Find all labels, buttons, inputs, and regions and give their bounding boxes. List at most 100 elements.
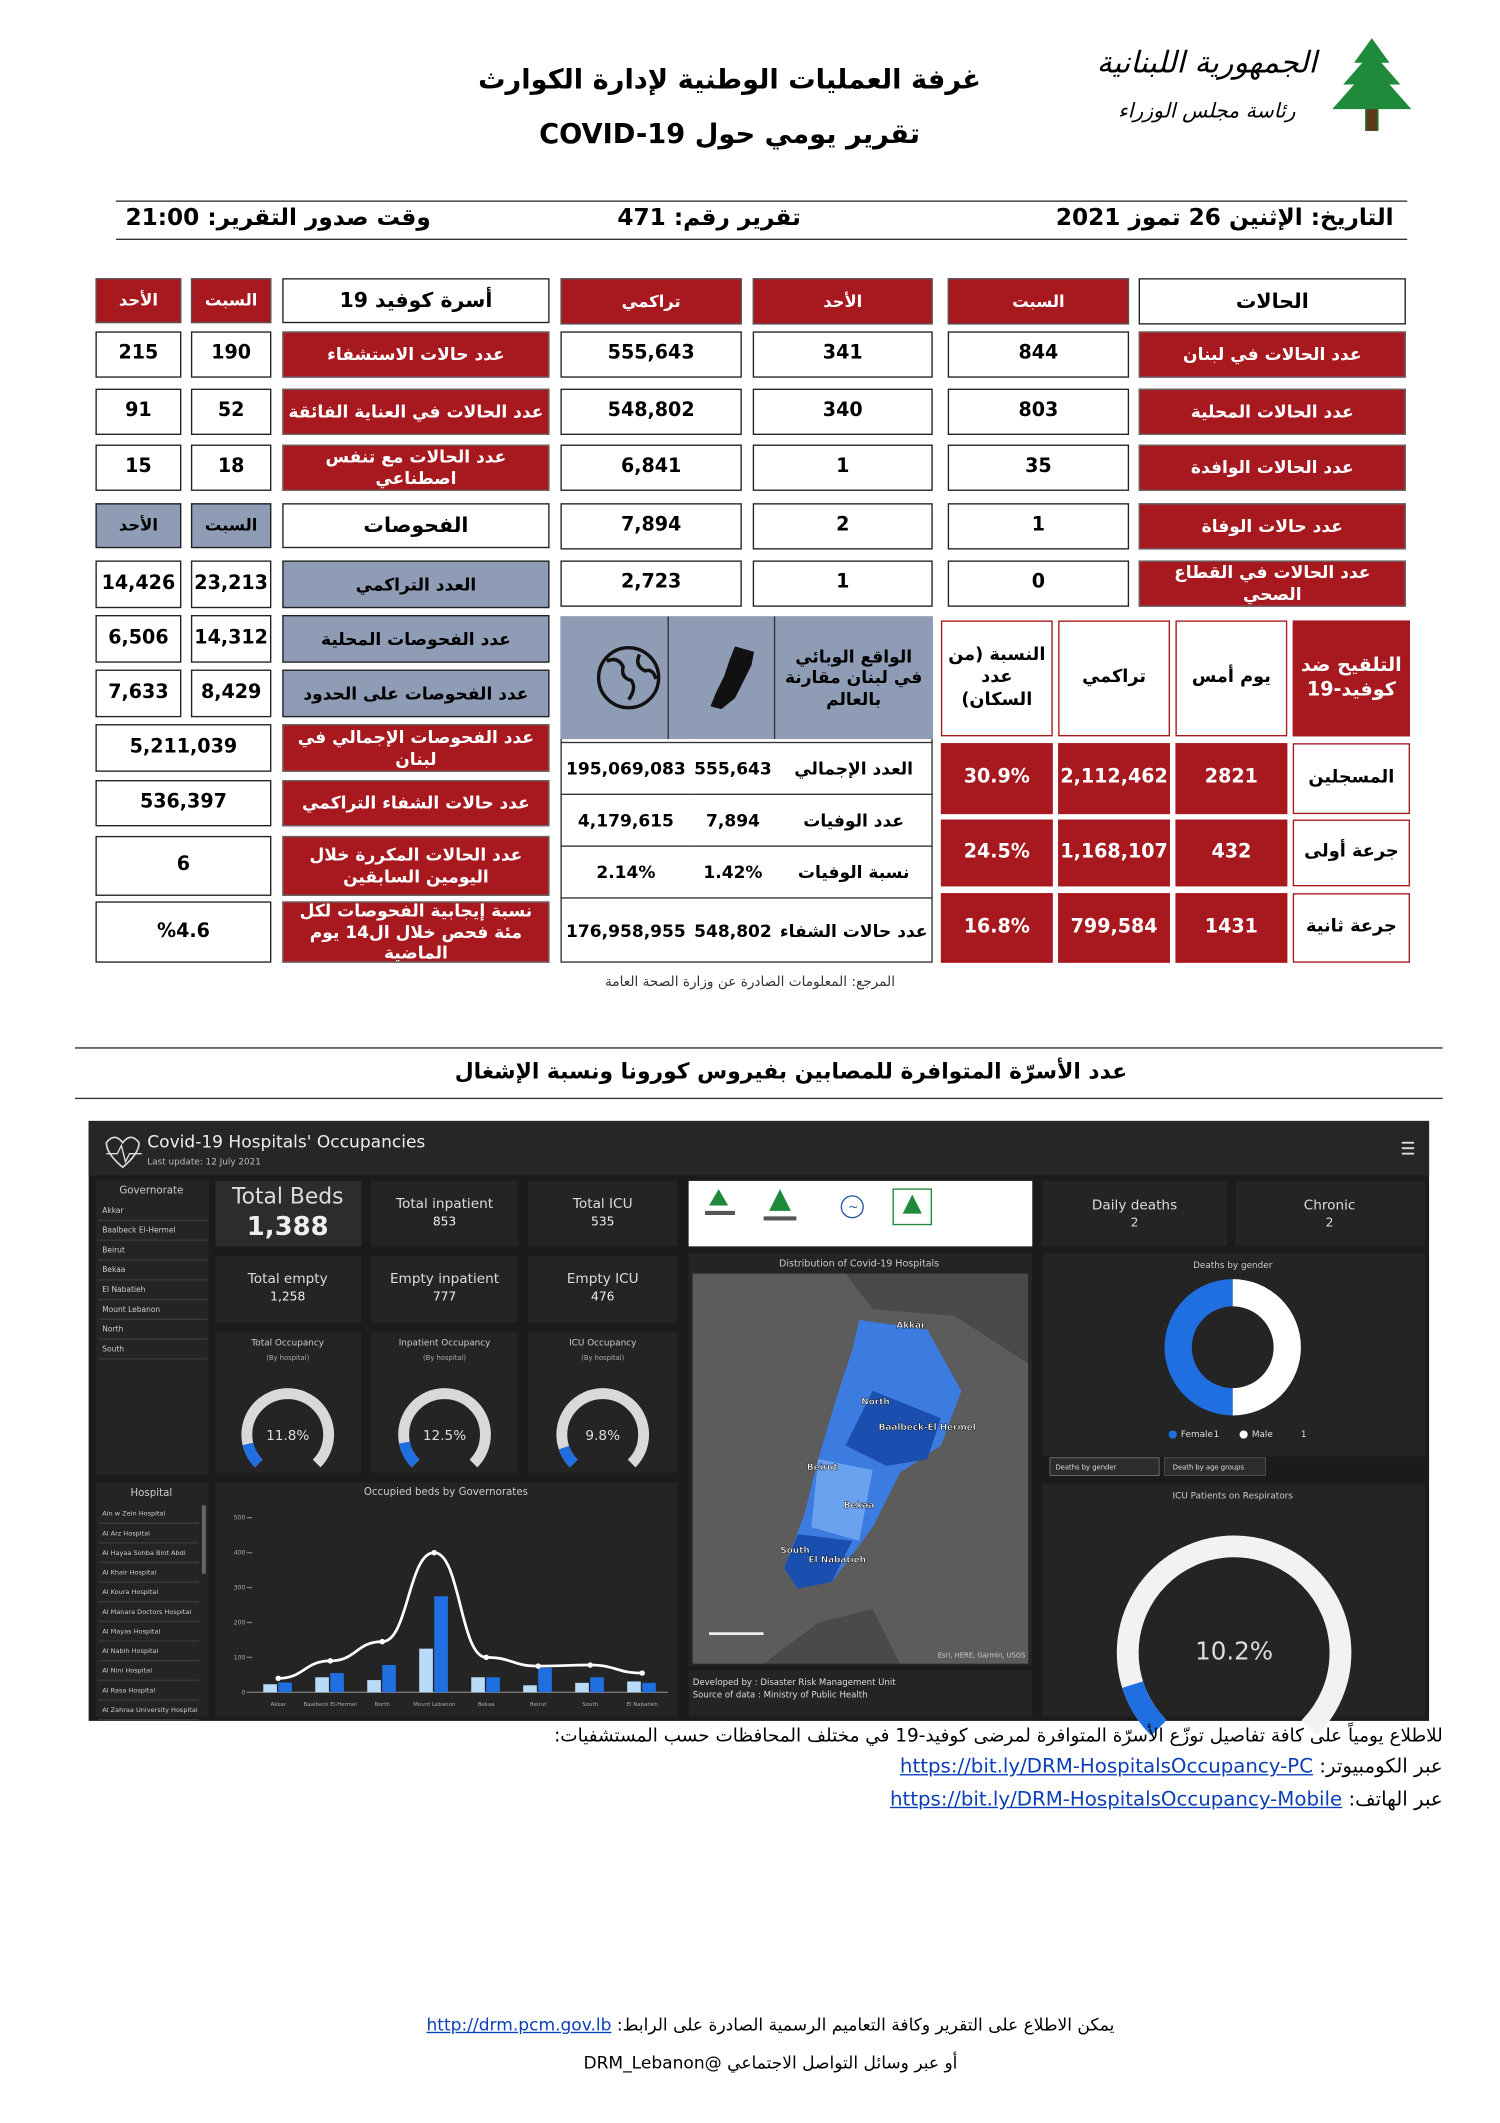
cell-value: 7,894 — [560, 503, 742, 550]
row-label: جرعة أولى — [1292, 819, 1410, 887]
bar — [278, 1682, 292, 1693]
gauge-fill — [1122, 1680, 1167, 1736]
gauge-fill — [242, 1442, 263, 1468]
world-header-bg — [560, 616, 933, 740]
row-label: عدد حالات الشفاء — [774, 897, 933, 962]
cell-value: 341 — [752, 331, 933, 378]
label: 9.8% — [585, 1428, 620, 1444]
label: Baalbeck El-Hermel — [304, 1702, 357, 1708]
row-label: عدد الحالات في لبنان — [1138, 331, 1406, 378]
label: 12.5% — [423, 1428, 466, 1444]
cell-value: 30.9% — [940, 743, 1053, 815]
legend-swatch — [1239, 1430, 1248, 1439]
label: 853 — [433, 1214, 456, 1228]
row-label: العدد الإجمالي — [774, 741, 933, 794]
cell-value: 555,643 — [560, 331, 742, 378]
label: Male — [1252, 1430, 1273, 1440]
bar — [419, 1648, 433, 1693]
line-point — [431, 1549, 437, 1556]
row-label: عدد الحالات الوافدة — [1138, 444, 1406, 491]
row-label: عدد الحالات في القطاع الصحي — [1138, 560, 1406, 607]
label: Ain w Zein Hospital — [102, 1510, 165, 1518]
label: Beirut — [807, 1463, 838, 1473]
bar — [434, 1596, 448, 1693]
republic-name: الجمهورية اللبنانية — [1096, 46, 1317, 81]
label: 1,388 — [247, 1212, 329, 1242]
bar — [382, 1665, 396, 1693]
cell-value: 1 — [947, 503, 1130, 550]
table-header: أسرة كوفيد 19 — [282, 278, 550, 324]
line-point — [639, 1670, 645, 1676]
table-header: تراكمي — [560, 278, 742, 325]
label: South — [780, 1546, 809, 1556]
label: Daily deaths — [1092, 1197, 1177, 1213]
cell-value: 432 — [1175, 819, 1288, 887]
link[interactable]: http://drm.pcm.gov.lb — [426, 2014, 612, 2035]
gauge-fill — [399, 1441, 420, 1468]
label: El Nabatieh — [627, 1702, 658, 1708]
table-header: الأحد — [95, 278, 182, 324]
label: Al Nini Hospital — [102, 1667, 152, 1675]
cell-value: 7,894 — [691, 793, 775, 846]
label: Baalbeck El-Hermel — [102, 1226, 175, 1235]
row-label: عدد الفحوصات الإجمالي في لبنان — [282, 724, 550, 772]
label: Beirut — [530, 1702, 546, 1708]
cell-value: 18 — [190, 444, 272, 491]
label: Empty ICU — [567, 1271, 639, 1287]
bar — [642, 1682, 656, 1693]
world-icons — [596, 616, 776, 740]
cell-value: 6 — [95, 835, 272, 896]
label: Al Mayas Hospital — [102, 1627, 160, 1635]
table-header: التلقيح ضد كوفيد-19 — [1292, 620, 1410, 737]
cell-value: 2.14% — [560, 845, 692, 897]
label: Al Zahraa University Hospital — [102, 1706, 198, 1714]
report-time: وقت صدور التقرير: 21:00 — [125, 204, 431, 232]
cell-value: 548,802 — [691, 897, 775, 962]
label: Total ICU — [572, 1196, 633, 1212]
label: (By hospital) — [581, 1354, 624, 1362]
cell-value: 190 — [190, 331, 272, 378]
section-title: عدد الأسرّة المتوافرة للمصابين بفيروس كو… — [454, 1058, 1128, 1085]
label: Al Manara Doctors Hospital — [102, 1608, 191, 1616]
label: Deaths by gender — [1193, 1261, 1273, 1271]
row-label: عدد الفحوصات على الحدود — [282, 669, 550, 718]
footer-line: عبر الهاتف: https://bit.ly/DRM-Hospitals… — [890, 1789, 1443, 1811]
label: Al Rasa Hospital — [102, 1686, 155, 1694]
bar — [590, 1677, 604, 1693]
line-point — [379, 1638, 385, 1645]
table-header: السبت — [190, 278, 272, 324]
label: Baalbeck-El Hermel — [879, 1423, 976, 1433]
label: Hospital — [131, 1488, 173, 1499]
row-label: عدد الحالات مع تنفس اصطناعي — [282, 444, 550, 491]
bar — [523, 1685, 537, 1693]
cell-value: 5,211,039 — [95, 724, 272, 772]
table-header: النسبة (من عدد السكان) — [940, 620, 1053, 737]
label: Inpatient Occupancy — [399, 1339, 491, 1349]
text: عبر الهاتف: — [1348, 1789, 1443, 1811]
row-label: نسبة الوفيات — [774, 845, 933, 897]
text: يمكن الاطلاع على التقرير وكافة التعاميم … — [616, 2014, 1115, 2035]
label: 2 — [1326, 1216, 1334, 1230]
footer-line: يمكن الاطلاع على التقرير وكافة التعاميم … — [341, 2014, 1200, 2034]
label: Female — [1181, 1430, 1213, 1440]
bar — [575, 1682, 589, 1693]
link[interactable]: https://bit.ly/DRM-HospitalsOccupancy-Mo… — [889, 1789, 1343, 1811]
label: Bekaa — [478, 1702, 495, 1708]
presidency-name: رئاسة مجلس الوزراء — [1118, 98, 1296, 123]
report-number: تقرير رقم: 471 — [617, 204, 801, 232]
row-label: عدد الحالات المكررة خلال اليومين السابقي… — [282, 835, 550, 896]
table-header: الحالات — [1138, 278, 1406, 325]
legend-swatch — [1168, 1430, 1177, 1439]
label: Al Arz Hospital — [102, 1529, 150, 1537]
cedar-logo — [1332, 38, 1412, 131]
line-series — [278, 1551, 643, 1680]
bar — [263, 1684, 277, 1693]
line-point — [587, 1662, 593, 1668]
cell-value: 35 — [947, 444, 1130, 491]
table-header: يوم أمس — [1175, 620, 1288, 737]
label: 535 — [591, 1214, 614, 1228]
link[interactable]: https://bit.ly/DRM-HospitalsOccupancy-PC — [899, 1756, 1314, 1779]
label: ICU Occupancy — [569, 1339, 636, 1349]
menu-button[interactable] — [1401, 1141, 1415, 1155]
world-header: الواقع الوبائي في لبنان مقارنة بالعالم — [784, 645, 923, 709]
